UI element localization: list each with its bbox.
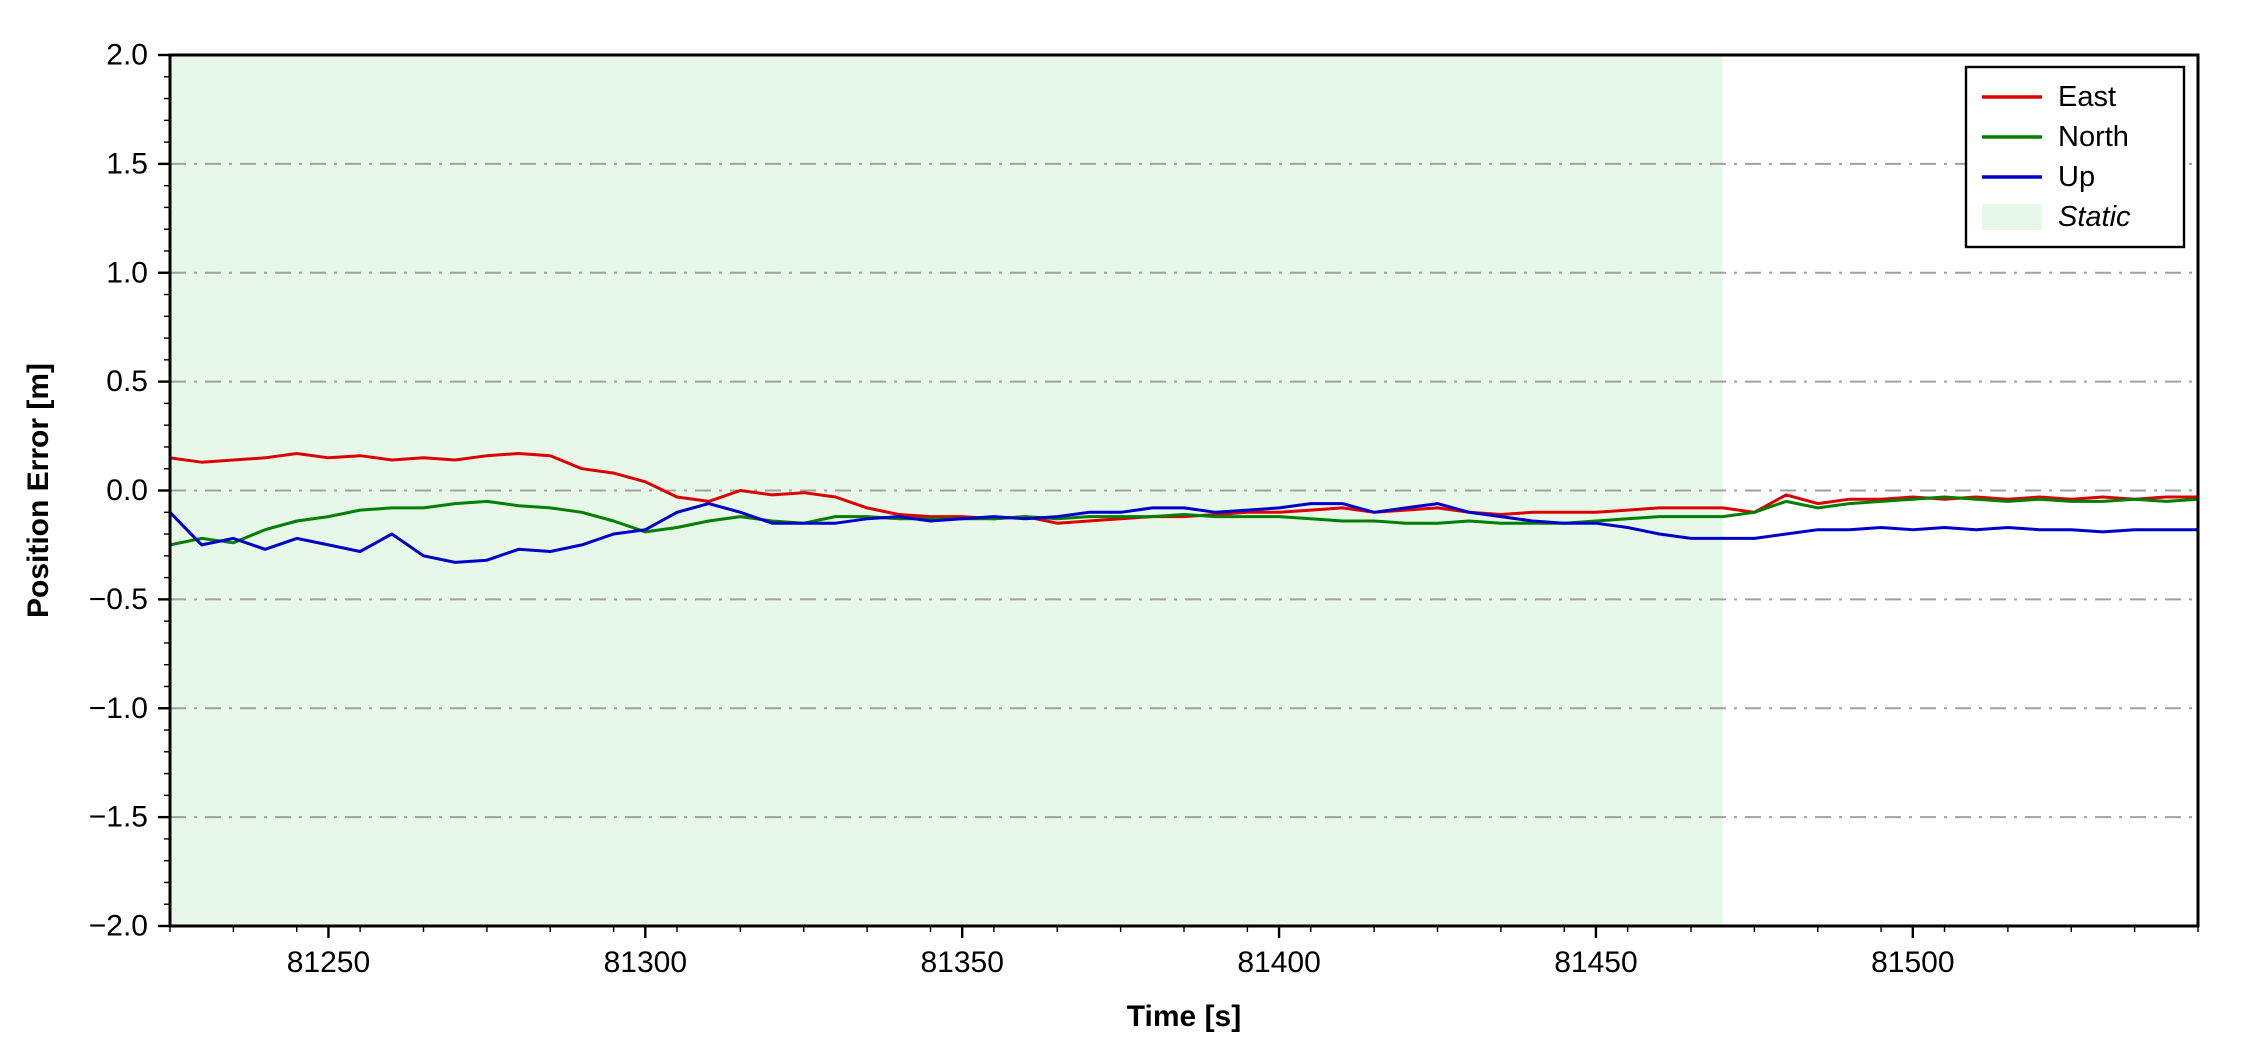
y-tick-label: −1.0 [89, 692, 148, 725]
series-line-up [170, 502, 2198, 564]
series-group [170, 452, 2198, 564]
legend-east-label: East [2058, 81, 2116, 113]
series-line-north [170, 495, 2198, 547]
legend: East North Up Static [1964, 65, 2186, 249]
series-line-east [170, 452, 2198, 525]
y-tick-label: −2.0 [89, 910, 148, 943]
tick-marks [158, 53, 2199, 938]
x-tick-label: 81250 [287, 946, 370, 979]
y-tick-label: 1.0 [106, 256, 148, 289]
y-tick-label: −0.5 [89, 583, 148, 616]
x-tick-label: 81350 [920, 946, 1003, 979]
x-axis-label: Time [s] [1127, 1000, 1241, 1033]
legend-static-label: Static [2058, 201, 2131, 233]
y-tick-label: 1.5 [106, 147, 148, 180]
legend-up-label: Up [2058, 161, 2095, 193]
y-tick-label: −1.5 [89, 801, 148, 834]
x-tick-label: 81500 [1871, 946, 1954, 979]
y-axis-label: Position Error [m] [22, 363, 55, 618]
x-tick-label: 81450 [1554, 946, 1637, 979]
x-tick-label: 81400 [1237, 946, 1320, 979]
y-tick-label: 2.0 [106, 39, 148, 72]
legend-north-label: North [2058, 121, 2129, 153]
y-tick-label: 0.0 [106, 474, 148, 507]
legend-static-patch [1982, 204, 2042, 230]
x-tick-label: 81300 [604, 946, 687, 979]
y-tick-label: 0.5 [106, 365, 148, 398]
